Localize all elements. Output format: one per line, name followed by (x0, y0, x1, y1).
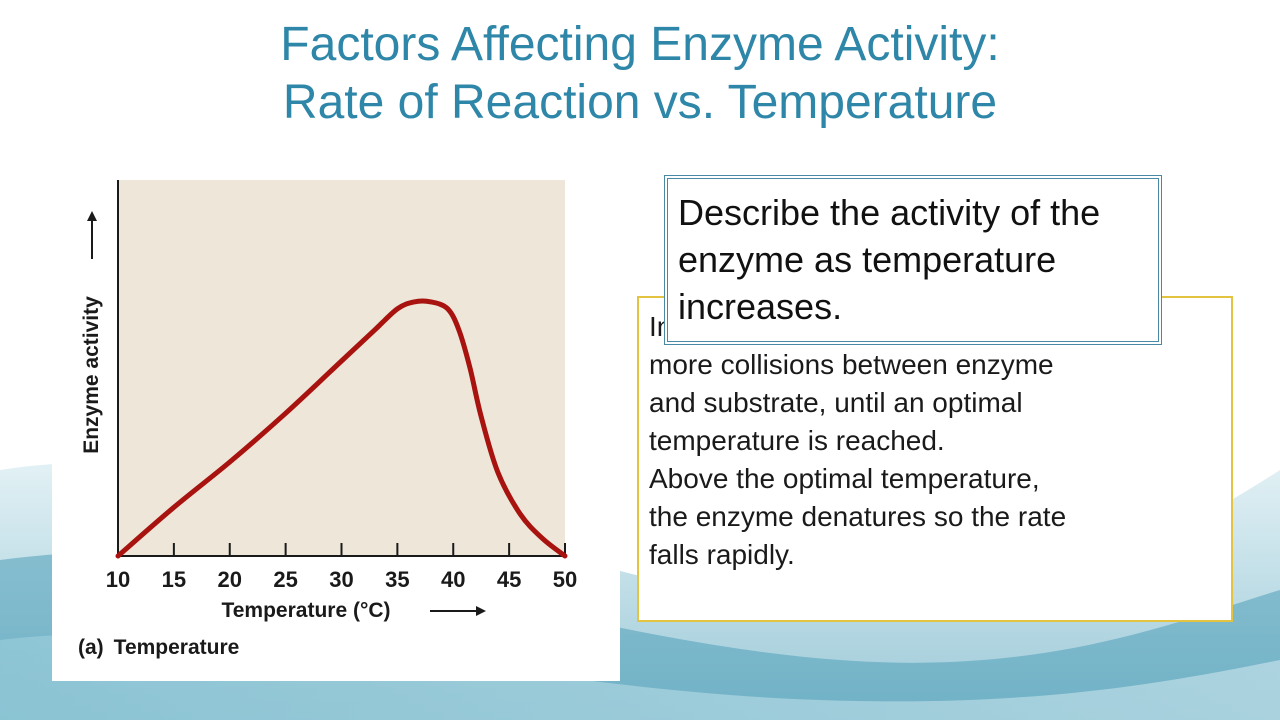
x-tick-label: 25 (273, 567, 297, 592)
chart-panel: 10 15 20 25 30 35 40 45 50 Enzyme activity Tempe… (52, 165, 620, 681)
caption-text: Temperature (114, 636, 240, 659)
answer-line: the enzyme denatures so the rate (649, 501, 1067, 532)
x-axis-label: Temperature (°C) (221, 599, 390, 622)
x-tick-label: 10 (106, 567, 130, 592)
enzyme-activity-chart: 10 15 20 25 30 35 40 45 50 Enzyme activity Tempe… (78, 180, 577, 659)
question-text: Describe the activity of the enzyme as t… (678, 192, 1101, 327)
answer-line: and substrate, until an optimal (649, 387, 1023, 418)
answer-text: Increasing temperature givesmore collisi… (649, 308, 1219, 574)
x-tick-label: 40 (441, 567, 465, 592)
answer-line: Above the optimal temperature, (649, 463, 1040, 494)
slide-title: Factors Affecting Enzyme Activity: Rate … (0, 16, 1280, 132)
y-axis-label: Enzyme activity (80, 296, 103, 454)
x-tick-label: 50 (553, 567, 577, 592)
answer-line: more collisions between enzyme (649, 349, 1054, 380)
x-axis-arrowhead (476, 606, 486, 616)
chart-caption: (a) Temperature (78, 636, 239, 659)
series-line-enzyme-activity (115, 298, 568, 559)
y-axis-arrowhead (87, 211, 97, 221)
question-textbox: Describe the activity of the enzyme as t… (667, 178, 1159, 342)
x-tick-label: 30 (329, 567, 353, 592)
title-line-2: Rate of Reaction vs. Temperature (282, 76, 998, 129)
caption-tag: (a) (78, 636, 104, 659)
x-tick-label: 15 (162, 567, 186, 592)
x-tick-label: 35 (385, 567, 409, 592)
x-tick-label: 45 (497, 567, 521, 592)
answer-line: temperature is reached. (649, 425, 945, 456)
answer-line: falls rapidly. (649, 539, 795, 570)
x-tick-label: 20 (218, 567, 242, 592)
answer-textbox: Increasing temperature givesmore collisi… (637, 296, 1233, 622)
title-line-1: Factors Affecting Enzyme Activity: (280, 18, 1000, 71)
